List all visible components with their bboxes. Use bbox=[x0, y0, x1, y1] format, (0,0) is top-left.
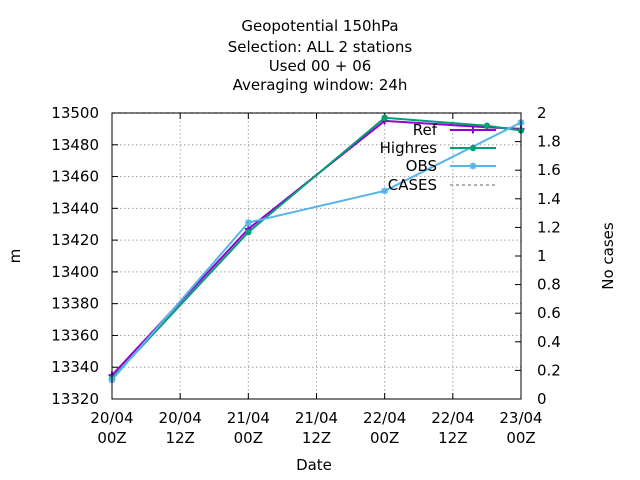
legend-label-ref: Ref bbox=[413, 121, 438, 139]
data-point-obs bbox=[244, 219, 252, 227]
y-tick-label: 13360 bbox=[51, 326, 99, 344]
data-point-highres bbox=[483, 122, 491, 129]
x-tick-label: 22/04 bbox=[363, 409, 406, 427]
y-tick-label: 13460 bbox=[51, 168, 99, 186]
y2-tick-label: 1.4 bbox=[537, 190, 561, 208]
y2-tick-label: 0.2 bbox=[537, 361, 561, 379]
series-obs bbox=[108, 119, 525, 384]
legend-item-highres: Highres bbox=[380, 139, 496, 157]
y-tick-label: 13440 bbox=[51, 199, 99, 217]
x-tick-label: 20/04 bbox=[90, 409, 133, 427]
y2-tick-label: 1.8 bbox=[537, 133, 561, 151]
y-tick-label: 13340 bbox=[51, 358, 99, 376]
legend-item-ref: Ref bbox=[413, 121, 496, 139]
legend-item-cases: CASES bbox=[388, 176, 496, 194]
chart-title: Geopotential 150hPa Selection: ALL 2 sta… bbox=[228, 17, 413, 94]
title-line-4: Averaging window: 24h bbox=[233, 76, 408, 94]
y-tick-label: 13400 bbox=[51, 263, 99, 281]
plot-frame bbox=[111, 112, 522, 400]
y2-tick-label: 0.6 bbox=[537, 304, 561, 322]
data-point-highres bbox=[381, 114, 388, 121]
series-highres bbox=[108, 114, 525, 382]
axis-ticks: 20/04 00Z 20/04 12Z 21/04 00Z 21/04 12Z 22/04 00Z… bbox=[51, 104, 561, 447]
x-tick-label: 22/04 bbox=[431, 409, 474, 427]
y2-axis-label: No cases bbox=[599, 222, 617, 290]
title-line-2: Selection: ALL 2 stations bbox=[228, 38, 413, 56]
x-tick-label: 12Z bbox=[302, 429, 331, 447]
y-tick-label: 13320 bbox=[51, 390, 99, 408]
legend-label-obs: OBS bbox=[406, 157, 437, 175]
legend-marker-highres bbox=[469, 144, 477, 152]
x-tick-label: 00Z bbox=[234, 429, 263, 447]
data-point-highres bbox=[245, 228, 252, 236]
legend-marker-obs bbox=[469, 162, 477, 170]
y-tick-label: 13420 bbox=[51, 231, 99, 249]
data-point-obs bbox=[381, 187, 389, 195]
x-tick-label: 00Z bbox=[97, 429, 126, 447]
title-line-3: Used 00 + 06 bbox=[269, 57, 372, 75]
grid bbox=[112, 113, 521, 399]
legend-label-cases: CASES bbox=[388, 176, 437, 194]
y2-tick-label: 0.4 bbox=[537, 333, 561, 351]
x-tick-label: 21/04 bbox=[295, 409, 338, 427]
x-tick-label: 20/04 bbox=[159, 409, 202, 427]
x-tick-label: 23/04 bbox=[499, 409, 542, 427]
y2-tick-label: 0 bbox=[537, 390, 547, 408]
x-tick-label: 21/04 bbox=[227, 409, 270, 427]
y2-tick-label: 0.8 bbox=[537, 276, 561, 294]
legend-marker-ref bbox=[469, 126, 477, 134]
x-tick-label: 00Z bbox=[370, 429, 399, 447]
y2-tick-label: 2 bbox=[537, 104, 547, 122]
y-tick-label: 13480 bbox=[51, 136, 99, 154]
legend-label-highres: Highres bbox=[380, 139, 438, 157]
series-line-obs bbox=[111, 121, 522, 381]
y-tick-label: 13380 bbox=[51, 295, 99, 313]
series-ref bbox=[108, 117, 525, 379]
x-tick-label: 12Z bbox=[165, 429, 194, 447]
y-axis-label: m bbox=[6, 249, 24, 264]
y2-tick-label: 1.2 bbox=[537, 218, 561, 236]
x-tick-label: 12Z bbox=[438, 429, 467, 447]
x-axis-label: Date bbox=[296, 456, 332, 474]
y2-tick-label: 1.6 bbox=[537, 161, 561, 179]
series-line-highres bbox=[111, 116, 522, 379]
x-tick-label: 00Z bbox=[506, 429, 535, 447]
y2-tick-label: 1 bbox=[537, 247, 547, 265]
y-tick-label: 13500 bbox=[51, 104, 99, 122]
title-line-1: Geopotential 150hPa bbox=[241, 17, 398, 35]
legend-item-obs: OBS bbox=[406, 157, 496, 175]
